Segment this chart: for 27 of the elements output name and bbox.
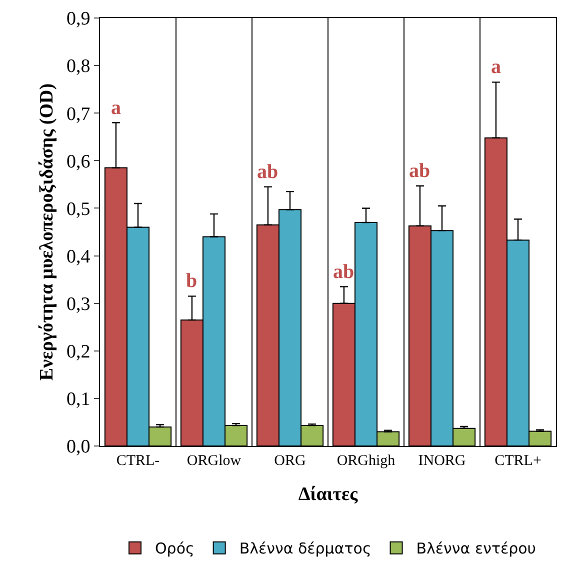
y-tick-label: 0,9 <box>66 8 90 30</box>
x-tick-label: ORGlow <box>186 453 242 469</box>
annotation: b <box>186 270 198 292</box>
x-tick-label: INORG <box>418 453 466 469</box>
x-axis-title: Δίαιτες <box>298 484 359 505</box>
x-tick-label: ORGhigh <box>336 453 396 469</box>
annotation: ab <box>409 160 430 182</box>
annotation: ab <box>257 161 278 183</box>
annotation: a <box>111 97 121 119</box>
y-tick-label: 0,2 <box>66 342 90 363</box>
y-tick-label: 0,0 <box>66 436 90 458</box>
y-tick-label: 0,8 <box>66 56 90 78</box>
annotation: ab <box>333 261 354 283</box>
legend-label: Βλέννα εντέρου <box>416 540 536 558</box>
legend-label: Βλέννα δέρματος <box>239 540 372 558</box>
y-tick-label: 0,5 <box>66 198 90 220</box>
x-tick-label: CTRL+ <box>494 453 542 469</box>
y-tick-label: 0,4 <box>66 246 91 268</box>
y-tick-label: 0,1 <box>66 389 90 410</box>
x-tick-label: ORG <box>274 453 306 469</box>
x-tick-label: CTRL- <box>116 453 160 469</box>
y-axis-title: Ενεργότητα μυελοπεροξιδάσης (OD) <box>36 83 58 381</box>
legend-label: Ορός <box>155 540 194 558</box>
y-tick-label: 0,3 <box>66 294 90 315</box>
annotation: a <box>491 56 501 78</box>
y-tick-label: 0,6 <box>66 151 90 172</box>
y-tick-label: 0,7 <box>66 104 90 125</box>
